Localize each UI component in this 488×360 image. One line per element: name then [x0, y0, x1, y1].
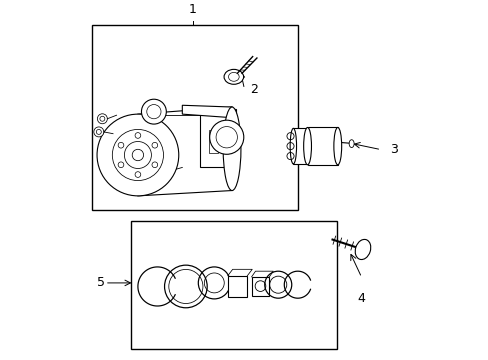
Polygon shape: [182, 105, 232, 118]
Bar: [130, 221, 336, 348]
Ellipse shape: [289, 129, 296, 164]
Circle shape: [94, 127, 103, 137]
Ellipse shape: [348, 140, 353, 148]
Circle shape: [97, 114, 107, 124]
Bar: [293, 129, 307, 164]
Text: 1: 1: [189, 4, 197, 17]
Text: 5: 5: [97, 276, 105, 289]
Bar: [200, 109, 235, 167]
Bar: [251, 277, 269, 296]
Ellipse shape: [223, 107, 241, 190]
Text: 4: 4: [357, 292, 365, 305]
Circle shape: [209, 120, 244, 154]
Text: 3: 3: [389, 143, 397, 156]
Circle shape: [97, 114, 179, 196]
Bar: [92, 25, 297, 210]
Ellipse shape: [303, 127, 311, 165]
Bar: [307, 127, 337, 165]
Ellipse shape: [224, 69, 243, 84]
Text: 2: 2: [249, 83, 257, 96]
Circle shape: [141, 99, 166, 124]
Ellipse shape: [354, 239, 370, 260]
Bar: [208, 130, 218, 153]
Ellipse shape: [333, 127, 341, 165]
Bar: [227, 276, 247, 297]
